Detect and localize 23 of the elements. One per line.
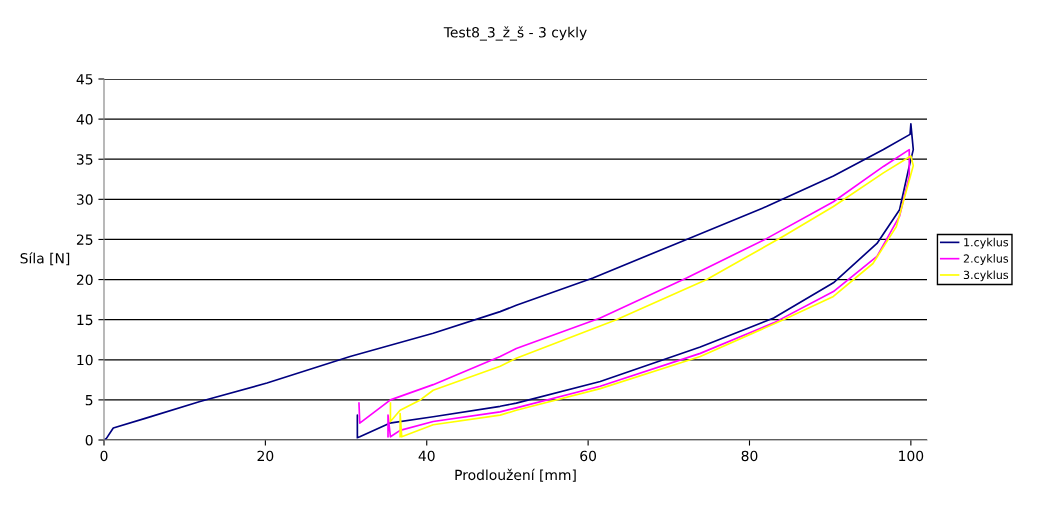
y-tick-label: 30 xyxy=(76,194,93,205)
chart-title: Test8_3_ž_š - 3 cykly xyxy=(443,26,587,41)
legend-label: 3.cyklus xyxy=(963,270,1009,282)
y-tick-label: 40 xyxy=(76,114,93,125)
x-tick-label: 80 xyxy=(741,450,758,462)
line-series xyxy=(104,123,915,440)
x-tick-label: 20 xyxy=(257,450,274,462)
legend-label: 1.cyklus xyxy=(964,237,1009,249)
y-tick-label: 45 xyxy=(76,74,93,85)
x-tick-label: 40 xyxy=(418,450,435,462)
y-tick-label: 10 xyxy=(77,354,93,366)
y-tick-label: 25 xyxy=(76,234,93,245)
legend-label: 2.cyklus xyxy=(963,254,1009,265)
x-axis-title: Prodloužení [mm] xyxy=(455,468,576,482)
x-tick-label: 60 xyxy=(580,450,597,462)
y-axis-title: Síla [N] xyxy=(20,252,70,266)
y-tick-label: 5 xyxy=(85,395,93,406)
y-tick-label: 15 xyxy=(77,314,93,326)
x-tick-label: 100 xyxy=(899,450,924,462)
x-tick-label: 0 xyxy=(100,450,108,462)
y-tick-label: 0 xyxy=(85,434,93,446)
y-tick-label: 35 xyxy=(76,154,93,165)
y-tick-label: 20 xyxy=(76,274,93,286)
